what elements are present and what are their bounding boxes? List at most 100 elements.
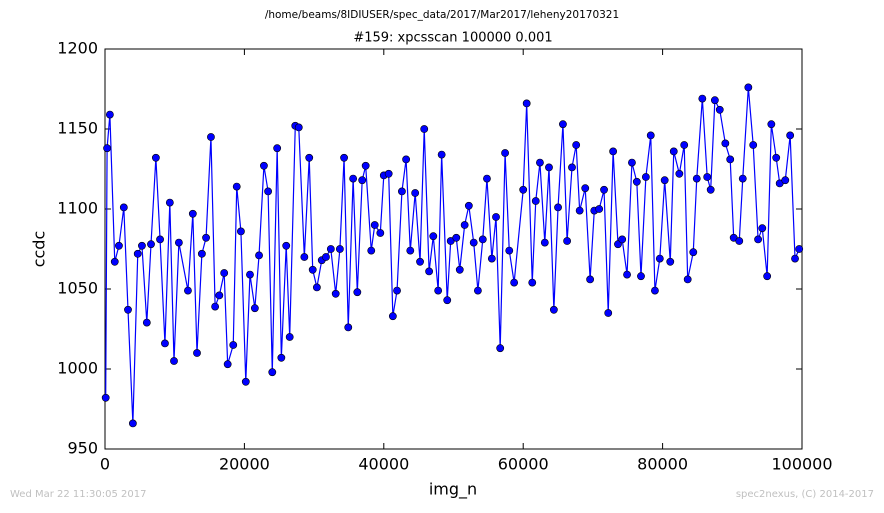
data-point — [170, 357, 178, 365]
data-point — [464, 201, 473, 210]
data-point — [715, 105, 724, 114]
data-point — [322, 253, 330, 261]
data-point — [384, 169, 393, 178]
data-point — [151, 153, 160, 162]
data-point — [735, 237, 744, 245]
x-tick-label: 0 — [100, 455, 110, 474]
suptitle: /home/beams/8IDIUSER/spec_data/2017/Mar2… — [265, 9, 619, 21]
data-point — [559, 120, 567, 129]
data-point — [726, 155, 735, 164]
data-point — [282, 241, 291, 250]
data-point — [142, 318, 151, 327]
data-point — [241, 377, 250, 386]
data-point — [250, 304, 259, 313]
data-point — [193, 349, 201, 357]
data-point — [646, 131, 655, 140]
data-point — [398, 187, 406, 196]
data-point — [781, 176, 790, 185]
data-point — [505, 246, 514, 255]
data-point — [522, 99, 531, 108]
data-point — [353, 288, 362, 297]
data-point — [575, 206, 584, 215]
data-point — [133, 249, 142, 258]
data-point — [300, 253, 309, 261]
data-point — [434, 286, 443, 295]
data-point — [660, 176, 669, 185]
y-tick-label: 1050 — [57, 279, 98, 298]
data-point — [675, 169, 684, 178]
data-point — [791, 254, 799, 263]
data-point — [628, 158, 636, 167]
data-point — [600, 185, 608, 194]
data-point — [260, 161, 268, 170]
data-point — [349, 174, 358, 183]
x-axis-label: img_n — [429, 480, 477, 500]
data-point — [478, 235, 487, 244]
data-point — [202, 233, 210, 242]
plot-frame — [104, 48, 803, 450]
data-point — [184, 286, 192, 295]
data-point — [370, 221, 379, 229]
data-point — [651, 286, 659, 295]
data-point — [689, 248, 698, 257]
data-point — [758, 224, 767, 233]
data-point — [510, 278, 519, 287]
data-point — [632, 177, 641, 186]
data-point — [680, 141, 689, 149]
data-point — [161, 339, 169, 348]
data-point — [425, 267, 434, 276]
x-tick-label: 80000 — [637, 455, 688, 474]
data-point — [229, 341, 238, 349]
data-point — [669, 147, 678, 156]
data-point — [416, 257, 424, 266]
data-point — [215, 291, 224, 300]
data-point — [698, 94, 707, 103]
data-point — [312, 283, 321, 292]
x-tick-label: 100000 — [771, 455, 832, 474]
data-point — [666, 257, 675, 266]
data-point — [604, 309, 613, 317]
data-point — [767, 120, 776, 129]
data-point — [105, 110, 114, 119]
data-point — [156, 235, 164, 244]
data-point — [683, 275, 692, 284]
data-point — [207, 133, 215, 141]
data-point — [531, 197, 540, 205]
data-point — [308, 265, 317, 274]
data-point — [618, 235, 627, 244]
data-point — [331, 289, 340, 298]
data-point — [344, 323, 353, 332]
data-point — [443, 296, 452, 305]
data-point — [388, 312, 397, 321]
data-point — [706, 185, 715, 194]
data-point — [273, 144, 282, 153]
data-point — [340, 153, 348, 162]
data-point — [429, 232, 438, 241]
data-point — [197, 249, 206, 258]
data-point — [455, 265, 464, 274]
data-point — [528, 278, 537, 287]
data-point — [738, 174, 747, 183]
data-point — [492, 213, 500, 221]
data-point — [540, 238, 549, 247]
data-point — [469, 238, 478, 247]
data-point — [554, 203, 562, 212]
data-point — [655, 254, 664, 263]
data-point — [264, 187, 272, 196]
data-point — [246, 270, 254, 279]
data-point — [609, 147, 618, 156]
data-point — [563, 237, 572, 245]
data-point — [147, 240, 155, 249]
data-point — [393, 286, 401, 295]
x-tick-label: 60000 — [498, 455, 549, 474]
data-point — [744, 83, 753, 92]
data-point — [232, 182, 241, 191]
data-point — [572, 141, 581, 149]
data-point — [595, 205, 604, 213]
data-point — [124, 305, 132, 314]
y-tick-label: 1100 — [57, 199, 98, 218]
data-point — [335, 245, 344, 253]
y-tick-label: 1200 — [57, 39, 98, 58]
data-point — [115, 241, 123, 250]
